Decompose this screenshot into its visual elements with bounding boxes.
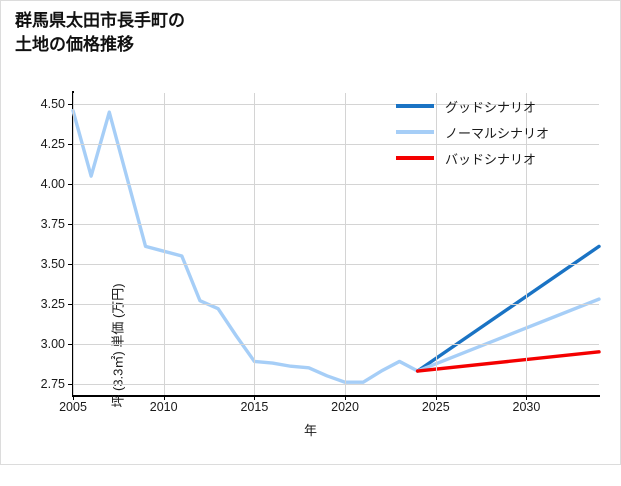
plot-area: 坪 (3.3㎡) 単価 (万円) bbox=[71, 93, 601, 408]
y-axis-tick bbox=[68, 263, 73, 265]
series-line bbox=[415, 297, 601, 373]
y-axis-tick bbox=[68, 224, 73, 226]
chart-lines bbox=[71, 108, 601, 384]
x-axis-tick-label: 2005 bbox=[59, 400, 87, 414]
series-line bbox=[415, 244, 601, 373]
gridline-vertical bbox=[345, 93, 347, 395]
legend-item-good[interactable]: グッドシナリオ bbox=[396, 93, 601, 119]
y-axis-tick bbox=[68, 104, 73, 106]
legend-label-good: グッドシナリオ bbox=[445, 99, 537, 115]
y-axis-tick bbox=[68, 184, 73, 186]
gridline-horizontal bbox=[73, 263, 599, 265]
chart-title: 群馬県太田市長手町の 土地の価格推移 bbox=[15, 11, 185, 55]
series-line bbox=[71, 108, 420, 384]
gridline-horizontal bbox=[73, 144, 599, 146]
gridline-vertical bbox=[526, 93, 528, 395]
y-axis-tick bbox=[68, 383, 73, 385]
y-axis-title: 坪 (3.3㎡) 単価 (万円) bbox=[110, 283, 126, 408]
x-axis-tick bbox=[73, 395, 74, 400]
gridline-horizontal bbox=[73, 303, 599, 305]
y-axis-tick-label: 2.75 bbox=[40, 376, 65, 391]
y-axis-tick bbox=[68, 343, 73, 345]
x-axis-tick bbox=[435, 395, 437, 400]
x-axis-tick bbox=[254, 395, 256, 400]
x-axis-tick bbox=[345, 395, 347, 400]
legend-swatch-normal bbox=[396, 130, 434, 134]
chart-legend: グッドシナリオ ノーマルシナリオ バッドシナリオ bbox=[396, 89, 601, 173]
legend-item-bad[interactable]: バッドシナリオ bbox=[396, 145, 601, 171]
x-axis-title: 年 bbox=[303, 423, 317, 438]
legend-swatch-good bbox=[396, 104, 434, 108]
y-axis-tick-label: 4.50 bbox=[40, 97, 65, 112]
gridline-horizontal bbox=[73, 184, 599, 186]
y-axis-tick-label: 4.25 bbox=[40, 137, 65, 152]
y-axis-tick-label: 3.50 bbox=[40, 256, 65, 271]
legend-item-normal[interactable]: ノーマルシナリオ bbox=[396, 119, 601, 145]
x-axis-tick-label: 2030 bbox=[512, 400, 541, 414]
x-axis-line bbox=[72, 395, 600, 397]
chart-figure: 群馬県太田市長手町の 土地の価格推移 4.50 4.25 4.00 3.75 3.50 3… bbox=[0, 0, 621, 465]
gridline-horizontal bbox=[73, 383, 599, 385]
gridline-vertical bbox=[254, 93, 256, 395]
x-axis-tick bbox=[526, 395, 528, 400]
y-axis-tick-label: 3.75 bbox=[40, 217, 65, 232]
gridline-vertical bbox=[435, 93, 437, 395]
x-axis-tick-label: 2010 bbox=[149, 400, 178, 414]
series-line bbox=[415, 350, 601, 373]
gridline-vertical bbox=[163, 93, 165, 395]
y-axis-tick-labels: 4.50 4.25 4.00 3.75 3.50 3.25 3.00 2.75 bbox=[1, 1, 65, 466]
x-axis-tick-label: 2015 bbox=[240, 400, 269, 414]
gridline-horizontal bbox=[73, 224, 599, 226]
x-axis-tick-label: 2025 bbox=[421, 400, 450, 414]
legend-label-normal: ノーマルシナリオ bbox=[445, 125, 550, 141]
y-axis-tick-label: 4.00 bbox=[40, 177, 65, 192]
y-axis-tick-label: 3.25 bbox=[40, 296, 65, 311]
y-axis-tick bbox=[68, 303, 73, 305]
legend-swatch-bad bbox=[396, 156, 434, 160]
x-axis-tick-label: 2020 bbox=[331, 400, 359, 414]
gridline-horizontal bbox=[73, 343, 599, 345]
legend-label-bad: バッドシナリオ bbox=[445, 151, 537, 167]
gridline-vertical bbox=[73, 93, 74, 395]
y-axis-tick-label: 3.00 bbox=[40, 336, 65, 351]
gridline-horizontal bbox=[73, 104, 599, 106]
x-axis-tick bbox=[163, 395, 165, 400]
y-axis-tick bbox=[68, 144, 73, 146]
